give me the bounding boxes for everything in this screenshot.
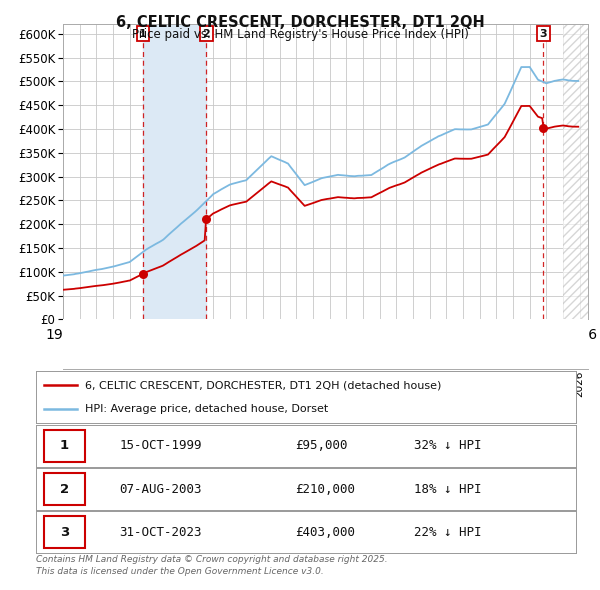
Text: 1: 1 (60, 440, 69, 453)
Text: 3: 3 (60, 526, 69, 539)
Text: 6, CELTIC CRESCENT, DORCHESTER, DT1 2QH (detached house): 6, CELTIC CRESCENT, DORCHESTER, DT1 2QH … (85, 380, 441, 390)
Text: £95,000: £95,000 (295, 440, 348, 453)
Text: 31-OCT-2023: 31-OCT-2023 (120, 526, 202, 539)
Bar (44, 473, 85, 505)
Text: 07-AUG-2003: 07-AUG-2003 (120, 483, 202, 496)
Text: 22% ↓ HPI: 22% ↓ HPI (414, 526, 482, 539)
Text: HPI: Average price, detached house, Dorset: HPI: Average price, detached house, Dors… (85, 404, 328, 414)
Text: 3: 3 (539, 29, 547, 39)
Text: £403,000: £403,000 (295, 526, 355, 539)
Text: Contains HM Land Registry data © Crown copyright and database right 2025.
This d: Contains HM Land Registry data © Crown c… (36, 555, 388, 576)
Text: 32% ↓ HPI: 32% ↓ HPI (414, 440, 482, 453)
Text: 2: 2 (60, 483, 69, 496)
Bar (44, 430, 85, 462)
Bar (143, 24, 206, 319)
Text: Price paid vs. HM Land Registry's House Price Index (HPI): Price paid vs. HM Land Registry's House … (131, 28, 469, 41)
Text: 1: 1 (139, 29, 147, 39)
Text: 18% ↓ HPI: 18% ↓ HPI (414, 483, 482, 496)
Text: 15-OCT-1999: 15-OCT-1999 (120, 440, 202, 453)
Text: £210,000: £210,000 (295, 483, 355, 496)
Text: 2: 2 (202, 29, 210, 39)
Text: 6, CELTIC CRESCENT, DORCHESTER, DT1 2QH: 6, CELTIC CRESCENT, DORCHESTER, DT1 2QH (116, 15, 484, 30)
Bar (44, 516, 85, 548)
